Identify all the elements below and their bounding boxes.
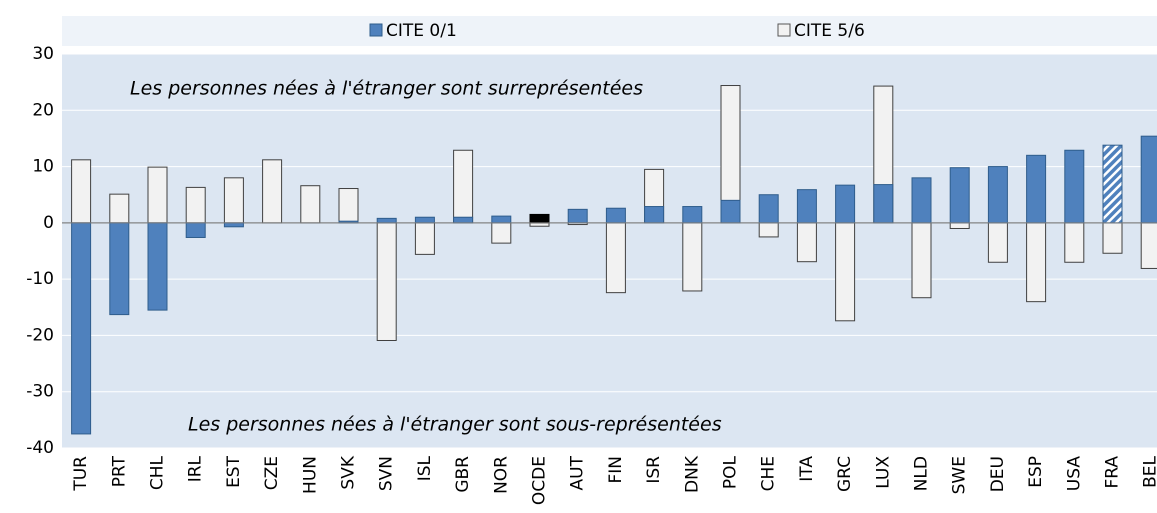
x-tick-label: HUN (300, 456, 320, 494)
x-tick-label: BEL (1141, 455, 1157, 487)
x-tick-label: SVK (339, 455, 359, 489)
bar (1026, 222, 1047, 303)
bar (414, 222, 435, 255)
bar (185, 186, 206, 224)
x-tick-label: OCDE (530, 456, 550, 505)
bar (873, 184, 894, 224)
y-tick-label: 20 (32, 100, 54, 120)
legend-label: CITE 0/1 (386, 21, 457, 41)
bar (529, 213, 550, 224)
bar (453, 149, 474, 224)
y-tick-label: -20 (26, 325, 54, 345)
bar (949, 222, 970, 229)
bar (71, 159, 92, 224)
bar (109, 222, 130, 316)
bar (223, 222, 244, 228)
x-tick-label: CZE (262, 456, 282, 490)
bar (911, 222, 932, 299)
bar (835, 184, 856, 224)
x-tick-label: POL (721, 455, 741, 489)
y-tick-label: -40 (26, 438, 54, 458)
bar (338, 188, 359, 224)
bar (1140, 135, 1157, 224)
x-tick-label: DNK (682, 455, 702, 493)
bar (1102, 222, 1123, 254)
x-tick-label: USA (1064, 456, 1084, 492)
x-tick-label: ITA (797, 456, 817, 482)
bar (987, 166, 1008, 224)
x-tick-label: ISR (644, 456, 664, 484)
x-tick-label: PRT (109, 455, 129, 487)
bar (1064, 149, 1085, 224)
legend-background (62, 16, 1157, 46)
x-tick-label: SWE (950, 456, 970, 494)
bar (1140, 222, 1157, 269)
bar (223, 177, 244, 224)
y-tick-label: -30 (26, 382, 54, 402)
y-tick-label: 0 (43, 213, 54, 233)
x-tick-label: FRA (1103, 456, 1123, 489)
bar (605, 222, 626, 294)
bar (720, 199, 741, 224)
bar (682, 222, 703, 292)
bar (147, 222, 168, 311)
bar (1026, 154, 1047, 224)
bar (911, 177, 932, 224)
bar (758, 194, 779, 224)
annotation: Les personnes nées à l'étranger sont sur… (130, 78, 643, 100)
bar (491, 215, 512, 224)
y-tick-label: 10 (32, 157, 54, 177)
x-tick-label: LUX (873, 456, 893, 489)
bar (185, 222, 206, 238)
annotation: Les personnes nées à l'étranger sont sou… (188, 414, 722, 436)
bar (414, 216, 435, 224)
bar (376, 217, 397, 224)
bar (453, 216, 474, 224)
bar (987, 222, 1008, 263)
bar (835, 222, 856, 322)
x-tick-label: CHL (148, 455, 168, 490)
x-tick-label: GBR (453, 456, 473, 493)
x-tick-label: EST (224, 455, 244, 488)
bar (109, 193, 130, 224)
x-tick-label: SVN (377, 456, 397, 491)
x-tick-label: NOR (491, 456, 511, 494)
bar (300, 185, 321, 224)
legend-label: CITE 5/6 (794, 21, 865, 41)
y-tick-label: 30 (32, 44, 54, 64)
x-tick-label: ESP (1026, 456, 1046, 488)
bar (1102, 144, 1123, 224)
bar (758, 222, 779, 238)
x-tick-label: ISL (415, 455, 435, 481)
bar (644, 206, 665, 224)
y-tick-label: -10 (26, 269, 54, 289)
bar (605, 207, 626, 224)
bar (682, 206, 703, 224)
legend-swatch (777, 23, 791, 37)
bar (1064, 222, 1085, 263)
x-tick-label: GRC (835, 456, 855, 492)
bar (262, 159, 283, 224)
x-tick-label: AUT (568, 455, 588, 490)
bar (949, 167, 970, 224)
bar (491, 222, 512, 244)
bar (71, 222, 92, 435)
bar (529, 222, 550, 227)
bar (796, 189, 817, 224)
x-tick-label: FIN (606, 456, 626, 484)
x-tick-label: IRL (186, 455, 206, 482)
x-tick-label: TUR (71, 456, 91, 492)
bar (567, 208, 588, 224)
bar (147, 166, 168, 224)
x-tick-label: DEU (988, 456, 1008, 492)
x-tick-label: NLD (912, 456, 932, 491)
legend-swatch (369, 23, 383, 37)
bar (376, 222, 397, 341)
bar (796, 222, 817, 263)
x-tick-label: CHE (759, 456, 779, 491)
